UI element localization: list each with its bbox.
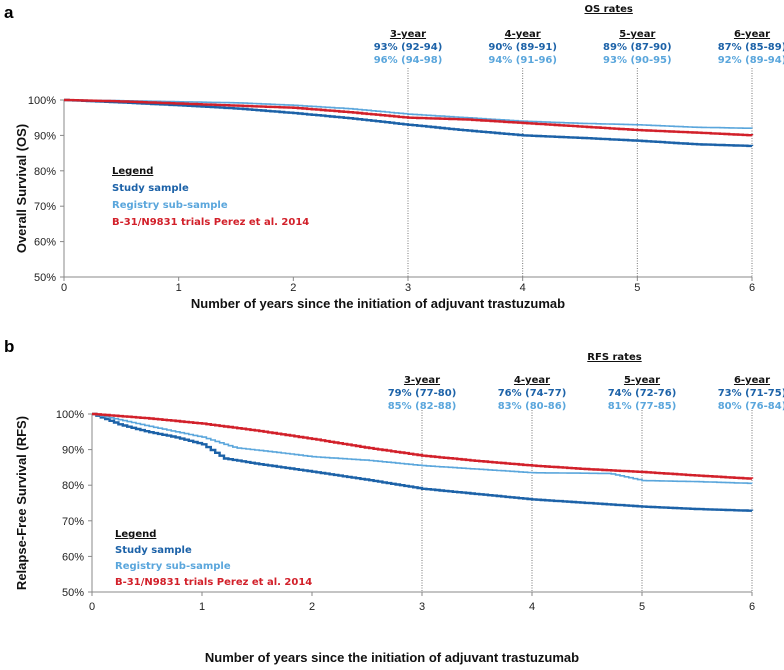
- annotation-registry-rate: 92% (89-94): [718, 55, 784, 66]
- annotation-study-rate: 93% (92-94): [374, 42, 443, 53]
- annotation-heading: 5-year: [624, 375, 660, 386]
- annotation-registry-rate: 80% (76-84): [718, 401, 784, 412]
- x-axis-label: Number of years since the initiation of …: [191, 296, 565, 311]
- annotation-registry-rate: 94% (91-96): [488, 55, 557, 66]
- x-tick-label: 2: [309, 601, 315, 613]
- annotation-study-rate: 90% (89-91): [488, 42, 557, 53]
- annotation-study-rate: 73% (71-75): [718, 388, 784, 399]
- x-tick-label: 5: [639, 601, 645, 613]
- x-tick-label: 0: [61, 282, 67, 294]
- annotation-registry-rate: 81% (77-85): [608, 401, 677, 412]
- y-tick-label: 70%: [34, 201, 56, 213]
- annotation-study-rate: 74% (72-76): [608, 388, 677, 399]
- y-tick-label: 80%: [34, 166, 56, 178]
- legend-title: Legend: [115, 529, 156, 540]
- rates-title: RFS rates: [587, 352, 641, 363]
- annotation-registry-rate: 85% (82-88): [388, 401, 457, 412]
- x-tick-label: 1: [176, 282, 182, 294]
- annotation-study-rate: 76% (74-77): [498, 388, 567, 399]
- y-tick-label: 50%: [34, 272, 56, 284]
- x-tick-label: 3: [419, 601, 425, 613]
- annotation-registry-rate: 93% (90-95): [603, 55, 672, 66]
- legend-entry-registry: Registry sub-sample: [115, 561, 231, 572]
- x-tick-label: 6: [749, 282, 755, 294]
- series-trial-curve: [92, 412, 754, 480]
- x-axis-label: Number of years since the initiation of …: [205, 650, 579, 665]
- y-axis-label: Relapse-Free Survival (RFS): [14, 416, 29, 590]
- x-tick-label: 3: [405, 282, 411, 294]
- y-tick-label: 90%: [34, 130, 56, 142]
- legend-entry-registry: Registry sub-sample: [112, 200, 228, 211]
- x-tick-label: 0: [89, 601, 95, 613]
- annotation-registry-rate: 83% (80-86): [498, 401, 567, 412]
- panel-label: b: [4, 337, 14, 356]
- legend-entry-trial: B-31/N9831 trials Perez et al. 2014: [112, 217, 309, 228]
- annotation-study-rate: 89% (87-90): [603, 42, 672, 53]
- y-axis-label: Overall Survival (OS): [14, 124, 29, 253]
- x-tick-label: 4: [520, 282, 526, 294]
- series-study-curve: [92, 412, 754, 512]
- legend-entry-study: Study sample: [112, 183, 189, 194]
- y-tick-label: 100%: [28, 95, 56, 107]
- legend-entry-study: Study sample: [115, 545, 192, 556]
- annotation-heading: 6-year: [734, 29, 770, 40]
- x-tick-label: 1: [199, 601, 205, 613]
- y-tick-label: 90%: [62, 445, 84, 457]
- series-study-curve: [64, 98, 754, 148]
- y-tick-label: 60%: [34, 237, 56, 249]
- x-tick-label: 6: [749, 601, 755, 613]
- panel-label: a: [4, 3, 14, 22]
- y-tick-label: 70%: [62, 516, 84, 528]
- x-tick-label: 4: [529, 601, 535, 613]
- y-tick-label: 80%: [62, 480, 84, 492]
- annotation-study-rate: 79% (77-80): [388, 388, 457, 399]
- y-tick-label: 60%: [62, 551, 84, 563]
- annotation-registry-rate: 96% (94-98): [374, 55, 443, 66]
- series-registry-curve: [92, 413, 753, 485]
- annotation-study-rate: 87% (85-89): [718, 42, 784, 53]
- annotation-heading: 3-year: [404, 375, 440, 386]
- y-tick-label: 50%: [62, 587, 84, 599]
- annotation-heading: 5-year: [619, 29, 655, 40]
- rates-title: OS rates: [584, 4, 632, 15]
- x-tick-label: 5: [634, 282, 640, 294]
- legend-title: Legend: [112, 166, 153, 177]
- annotation-heading: 4-year: [514, 375, 550, 386]
- legend-entry-trial: B-31/N9831 trials Perez et al. 2014: [115, 577, 312, 588]
- annotation-heading: 4-year: [505, 29, 541, 40]
- annotation-heading: 3-year: [390, 29, 426, 40]
- series-trial-curve: [64, 98, 754, 137]
- y-tick-label: 100%: [56, 409, 84, 421]
- annotation-heading: 6-year: [734, 375, 770, 386]
- x-tick-label: 2: [290, 282, 296, 294]
- series-registry-curve: [64, 99, 753, 129]
